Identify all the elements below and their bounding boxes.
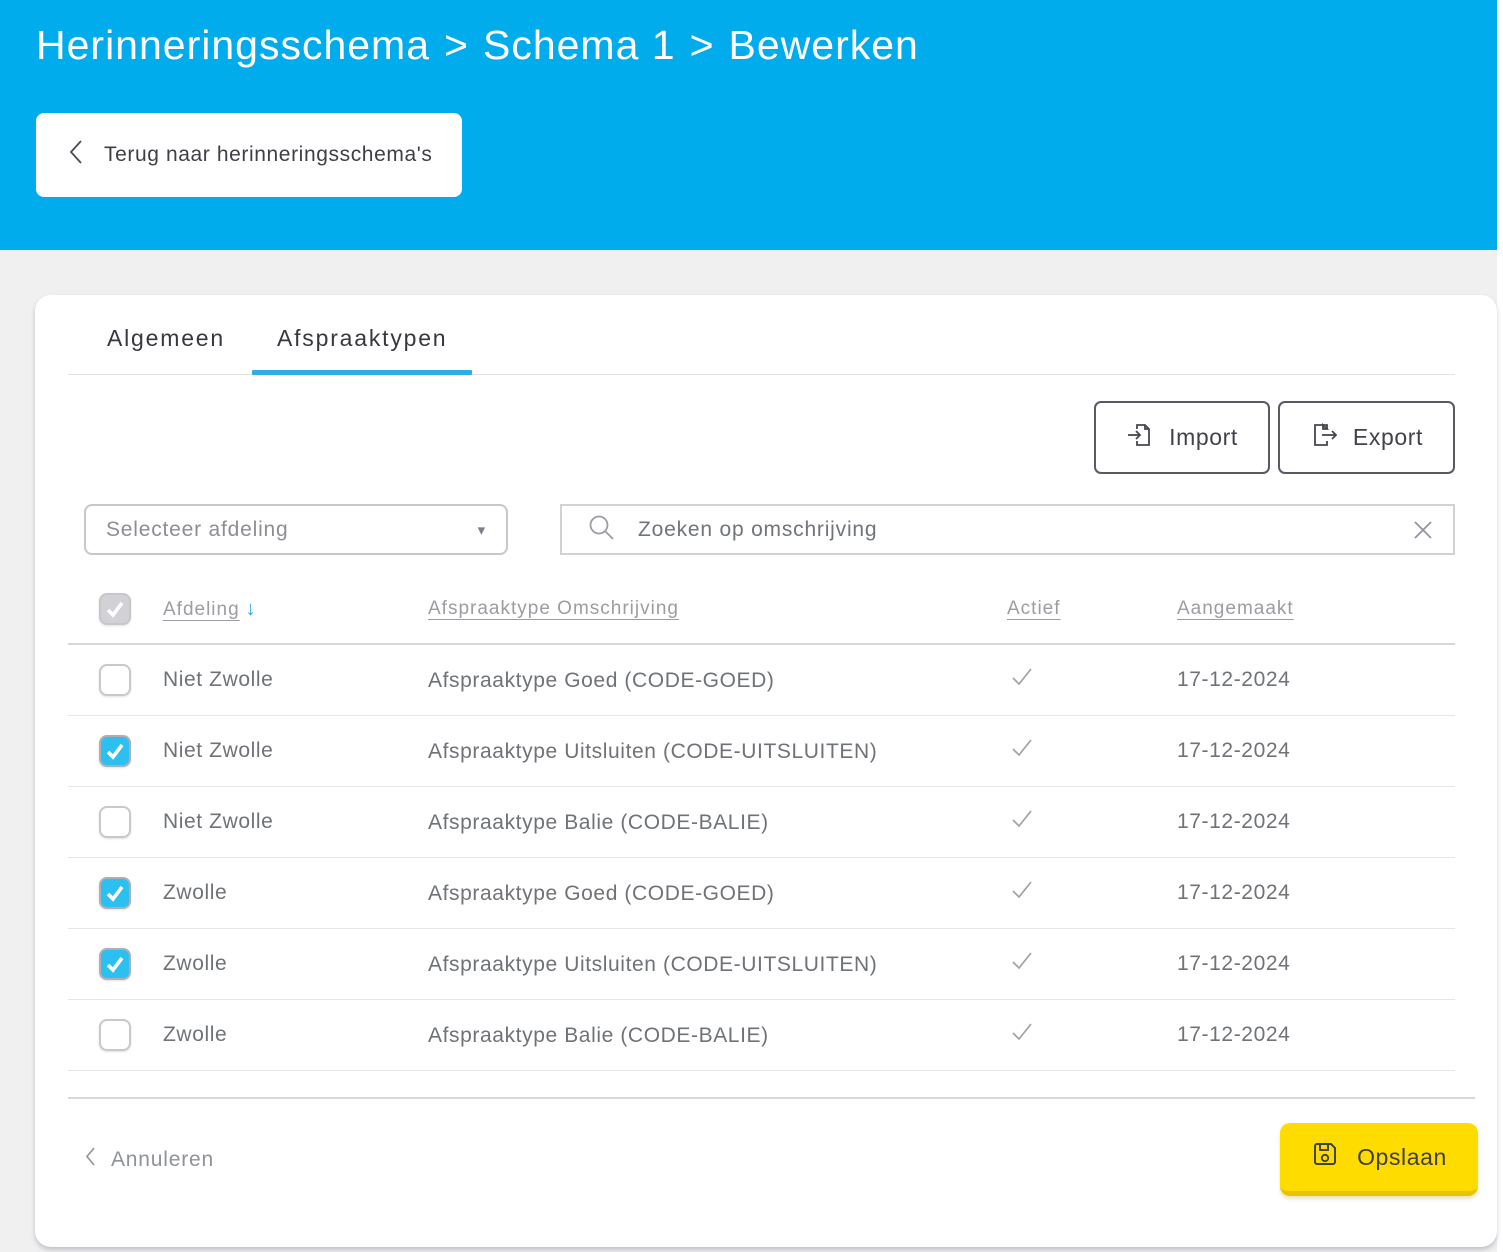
tab-algemeen[interactable]: Algemeen [107, 325, 225, 374]
back-to-schemas-button[interactable]: Terug naar herinneringsschema's [36, 113, 463, 198]
import-button[interactable]: Import [1094, 401, 1270, 474]
breadcrumb-separator: > [444, 22, 469, 68]
filters-row: Selecteer afdeling ▾ [84, 504, 1455, 555]
main-content: Algemeen Afspraaktypen [0, 250, 1497, 1252]
back-button-label: Terug naar herinneringsschema's [104, 143, 433, 167]
actief-check-icon [1007, 664, 1177, 696]
column-header-actief-label: Actief [1007, 598, 1061, 619]
card-footer: Annuleren Opslaan [84, 1123, 1478, 1196]
column-header-afdeling[interactable]: Afdeling ↓ [163, 598, 428, 621]
department-select-placeholder: Selecteer afdeling [106, 517, 289, 541]
afdeling-cell: Zwolle [163, 1023, 228, 1046]
search-input[interactable] [638, 517, 1389, 542]
table-row: Zwolle Afspraaktype Uitsluiten (CODE-UIT… [68, 929, 1455, 1000]
actief-check-icon [1007, 877, 1177, 909]
row-checkbox[interactable] [99, 1019, 131, 1051]
breadcrumb-item-schema-overview: Herinneringsschema [36, 22, 431, 68]
save-button-label: Opslaan [1357, 1143, 1447, 1170]
chevron-down-icon: ▾ [477, 521, 486, 539]
chevron-left-icon [84, 1146, 97, 1173]
omschrijving-cell: Afspraaktype Uitsluiten (CODE-UITSLUITEN… [428, 952, 878, 976]
afdeling-cell: Zwolle [163, 952, 228, 975]
export-file-icon [1310, 421, 1338, 455]
import-file-icon [1126, 421, 1154, 455]
footer-divider [68, 1097, 1475, 1099]
cancel-button[interactable]: Annuleren [84, 1146, 214, 1173]
table-row: Zwolle Afspraaktype Balie (CODE-BALIE) 1… [68, 1000, 1455, 1071]
column-header-afdeling-label: Afdeling [163, 598, 240, 620]
chevron-left-icon [68, 139, 84, 171]
breadcrumb: Herinneringsschema > Schema 1 > Bewerken [36, 20, 1497, 71]
aangemaakt-cell: 17-12-2024 [1177, 810, 1291, 833]
export-button-label: Export [1352, 424, 1423, 450]
omschrijving-cell: Afspraaktype Goed (CODE-GOED) [428, 668, 775, 692]
afdeling-cell: Niet Zwolle [163, 810, 274, 833]
column-header-aangemaakt[interactable]: Aangemaakt [1177, 598, 1455, 620]
export-button[interactable]: Export [1277, 401, 1455, 474]
tab-bar: Algemeen Afspraaktypen [68, 295, 1455, 375]
row-checkbox[interactable] [99, 948, 131, 980]
column-header-omschrijving[interactable]: Afspraaktype Omschrijving [428, 598, 1007, 620]
afdeling-cell: Zwolle [163, 881, 228, 904]
column-header-aangemaakt-label: Aangemaakt [1177, 598, 1294, 619]
table-body: Niet Zwolle Afspraaktype Goed (CODE-GOED… [68, 645, 1455, 1071]
import-button-label: Import [1169, 424, 1238, 450]
select-all-checkbox[interactable] [99, 593, 131, 625]
omschrijving-cell: Afspraaktype Balie (CODE-BALIE) [428, 1023, 769, 1047]
import-export-toolbar: Import Export [84, 401, 1455, 474]
row-checkbox[interactable] [99, 806, 131, 838]
table-header-divider [68, 643, 1455, 645]
sort-descending-icon: ↓ [245, 597, 257, 620]
aangemaakt-cell: 17-12-2024 [1177, 739, 1291, 762]
search-icon [586, 512, 616, 547]
tab-algemeen-label: Algemeen [107, 325, 225, 351]
breadcrumb-item-schema-1: Schema 1 [482, 22, 676, 68]
tab-afspraaktypen-label: Afspraaktypen [276, 325, 448, 351]
afdeling-cell: Niet Zwolle [163, 668, 274, 691]
actief-check-icon [1007, 948, 1177, 980]
tab-afspraaktypen[interactable]: Afspraaktypen [251, 325, 473, 375]
save-button[interactable]: Opslaan [1280, 1123, 1478, 1196]
breadcrumb-separator: > [689, 22, 715, 68]
actief-check-icon [1007, 1019, 1177, 1051]
aangemaakt-cell: 17-12-2024 [1177, 952, 1291, 975]
table-row: Niet Zwolle Afspraaktype Balie (CODE-BAL… [68, 787, 1455, 858]
table-row: Niet Zwolle Afspraaktype Goed (CODE-GOED… [68, 645, 1455, 716]
clear-search-icon[interactable] [1411, 518, 1435, 542]
afdeling-cell: Niet Zwolle [163, 739, 274, 762]
table-row: Niet Zwolle Afspraaktype Uitsluiten (COD… [68, 716, 1455, 787]
column-header-omschrijving-label: Afspraaktype Omschrijving [428, 598, 679, 619]
aangemaakt-cell: 17-12-2024 [1177, 1023, 1291, 1046]
page-header: Herinneringsschema > Schema 1 > Bewerken Ter… [0, 0, 1497, 250]
save-floppy-icon [1311, 1140, 1339, 1174]
actief-check-icon [1007, 735, 1177, 767]
column-header-actief[interactable]: Actief [1007, 598, 1177, 620]
search-box [560, 504, 1455, 555]
aangemaakt-cell: 17-12-2024 [1177, 881, 1291, 904]
omschrijving-cell: Afspraaktype Goed (CODE-GOED) [428, 881, 775, 905]
department-select[interactable]: Selecteer afdeling ▾ [84, 504, 508, 555]
schema-card: Algemeen Afspraaktypen [35, 295, 1497, 1247]
actief-check-icon [1007, 806, 1177, 838]
omschrijving-cell: Afspraaktype Uitsluiten (CODE-UITSLUITEN… [428, 739, 878, 763]
table-row: Zwolle Afspraaktype Goed (CODE-GOED) 17-… [68, 858, 1455, 929]
aangemaakt-cell: 17-12-2024 [1177, 668, 1291, 691]
cancel-button-label: Annuleren [111, 1147, 214, 1171]
omschrijving-cell: Afspraaktype Balie (CODE-BALIE) [428, 810, 769, 834]
breadcrumb-item-bewerken: Bewerken [728, 22, 919, 68]
table-header-row: Afdeling ↓ Afspraaktype Omschrijving Acti… [84, 593, 1455, 643]
row-checkbox[interactable] [99, 877, 131, 909]
row-checkbox[interactable] [99, 735, 131, 767]
row-checkbox[interactable] [99, 664, 131, 696]
